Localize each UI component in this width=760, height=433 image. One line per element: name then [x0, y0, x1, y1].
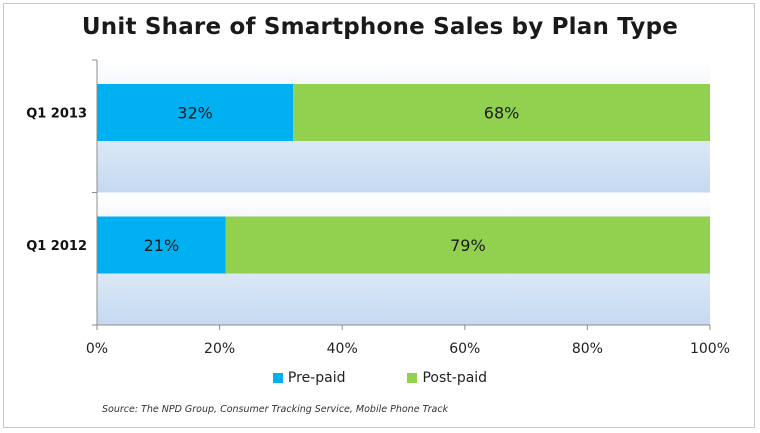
- legend-label-postpaid: Post-paid: [422, 370, 488, 386]
- data-label-pre-paid-0: 32%: [177, 104, 213, 123]
- data-label-post-paid-0: 68%: [484, 104, 520, 123]
- category-label-1: Q1 2012: [26, 239, 87, 254]
- bar-post-paid-0: [293, 84, 710, 141]
- bar-pre-paid-0: [97, 84, 294, 141]
- chart-title: Unit Share of Smartphone Sales by Plan T…: [81, 14, 679, 40]
- legend-swatch-prepaid: [272, 373, 283, 383]
- x-tick-label-3: 60%: [449, 341, 480, 357]
- x-tick-label-5: 100%: [690, 341, 730, 357]
- legend-item-prepaid: Pre-paid: [272, 370, 346, 386]
- data-label-pre-paid-1: 21%: [144, 236, 180, 255]
- legend-item-postpaid: Post-paid: [407, 370, 487, 386]
- legend-label-prepaid: Pre-paid: [287, 370, 346, 386]
- category-label-0: Q1 2013: [26, 107, 87, 122]
- legend-swatch-postpaid: [407, 373, 418, 383]
- x-tick-label-0: 0%: [86, 341, 108, 357]
- bar-pre-paid-1: [97, 216, 226, 274]
- x-tick-label-4: 80%: [572, 341, 603, 357]
- x-tick-label-2: 40%: [327, 341, 358, 357]
- chart-legend: Pre-paid Post-paid: [0, 370, 760, 386]
- data-label-post-paid-1: 79%: [450, 236, 486, 255]
- x-tick-label-1: 20%: [204, 341, 235, 357]
- bar-post-paid-1: [225, 216, 711, 274]
- source-note: Source: The NPD Group, Consumer Tracking…: [102, 404, 449, 415]
